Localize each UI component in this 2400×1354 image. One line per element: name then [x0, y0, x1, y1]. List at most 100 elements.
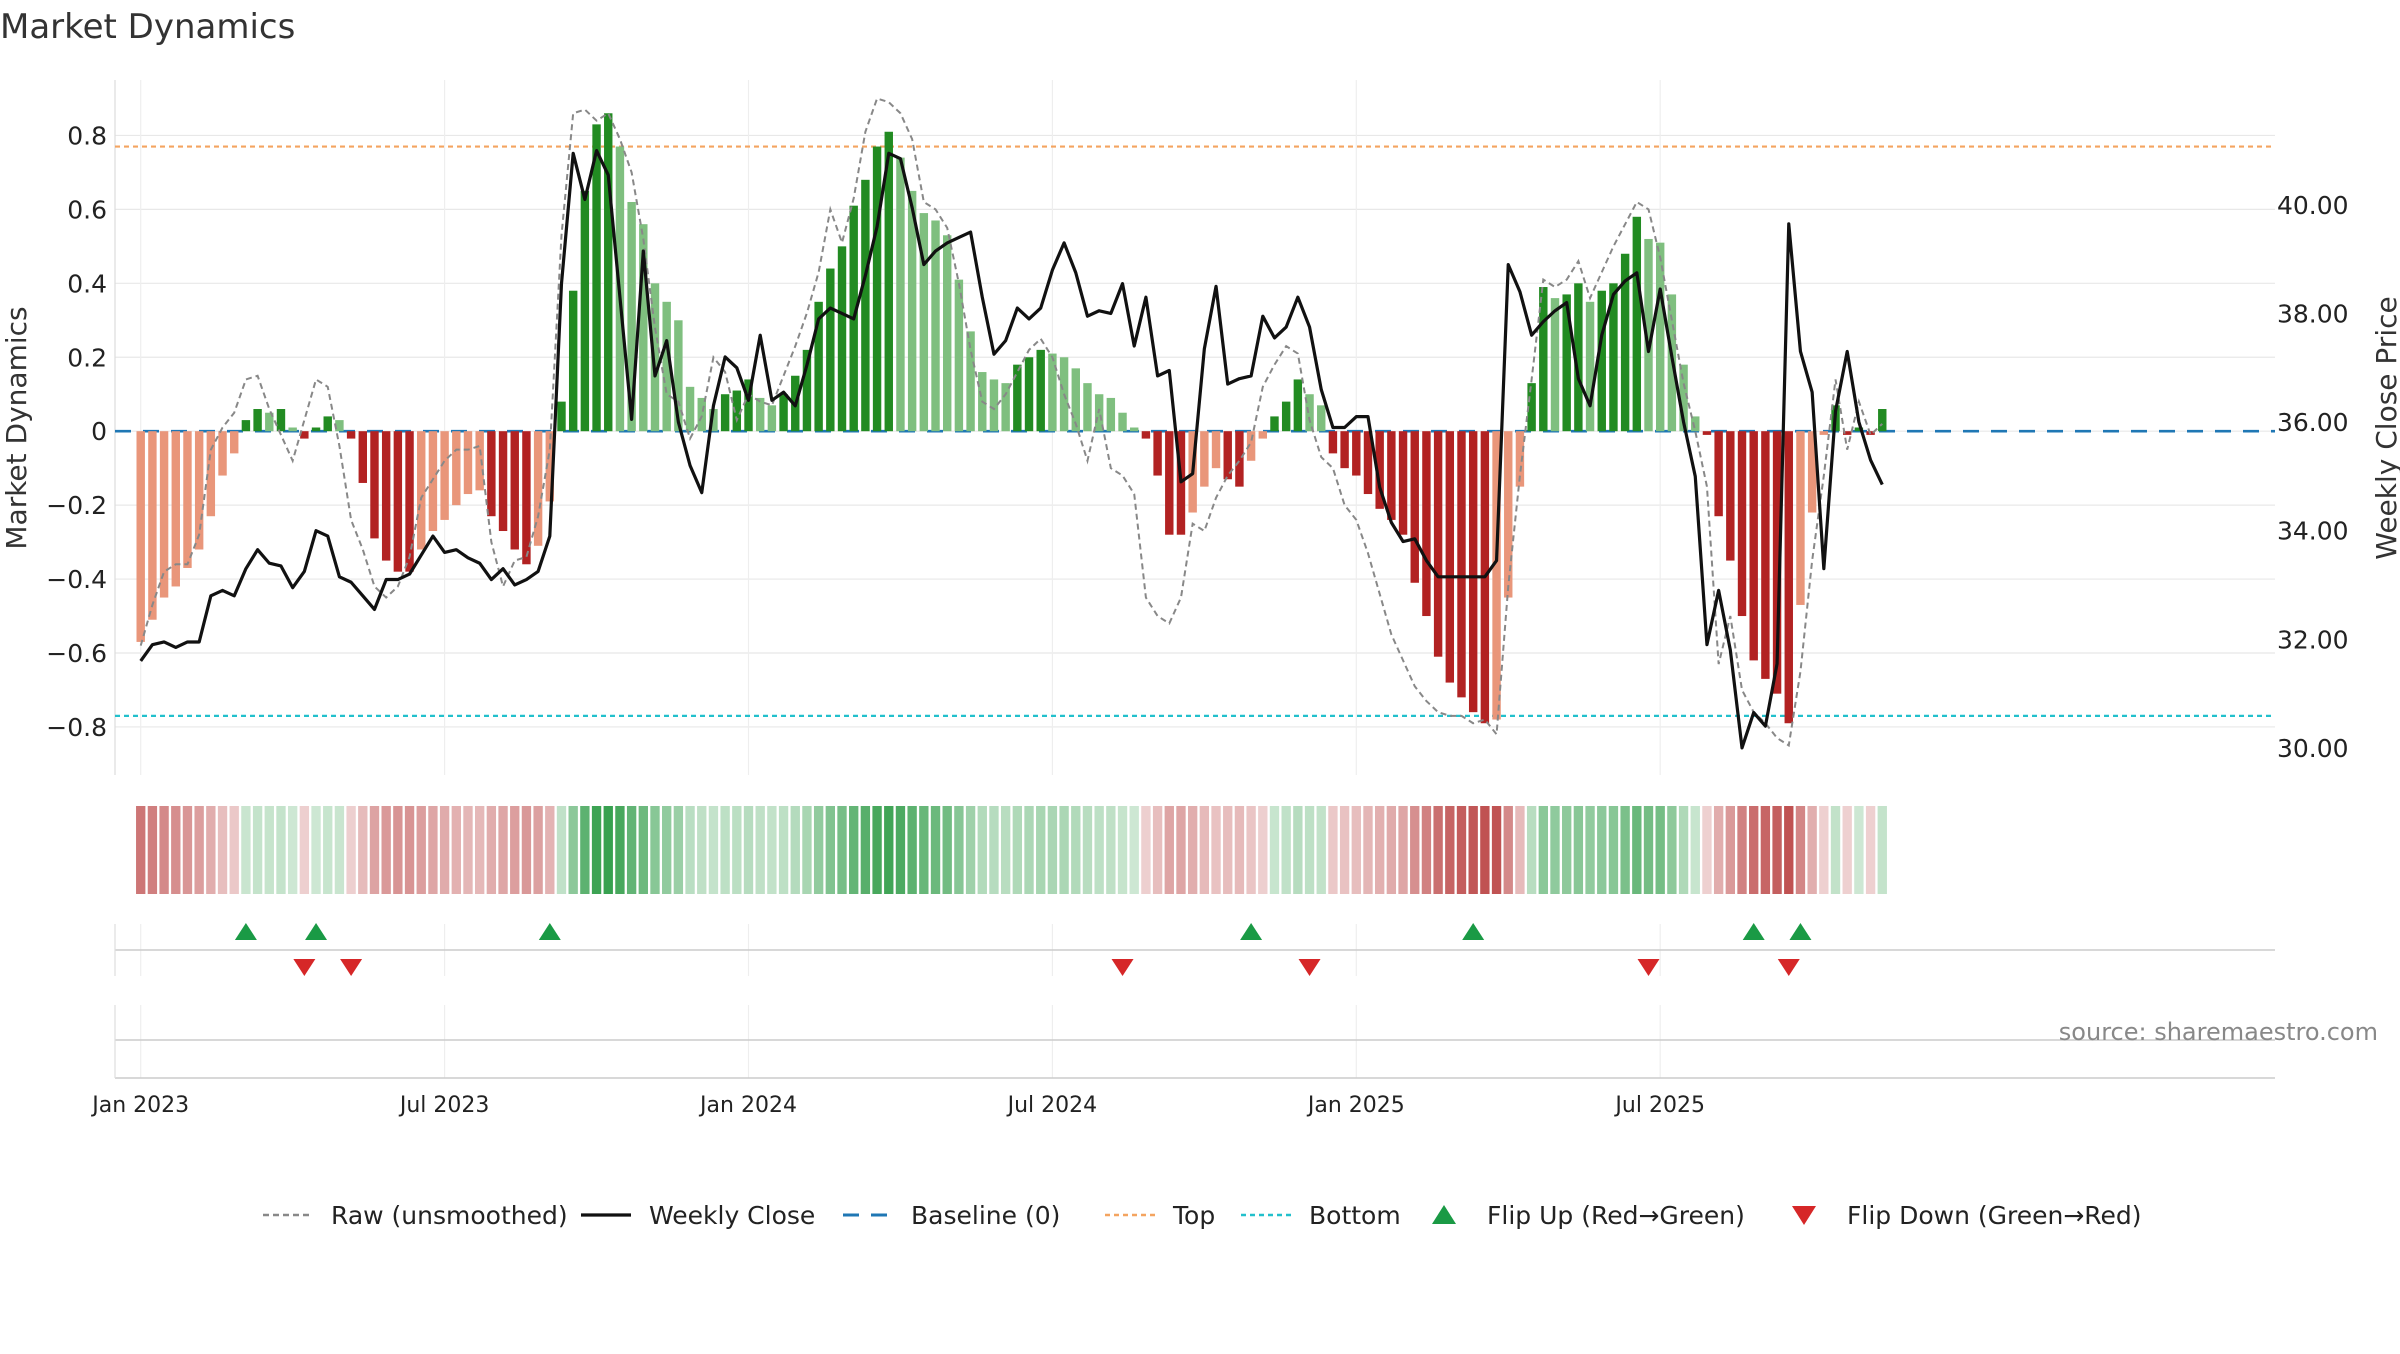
regime-strip-cell: [1632, 806, 1642, 894]
market-dynamics-bar: [1106, 397, 1116, 432]
market-dynamics-bar: [1878, 409, 1887, 432]
market-dynamics-bar: [393, 431, 403, 572]
regime-strip-cell: [171, 806, 181, 894]
regime-strip-cell: [1877, 806, 1887, 894]
flip-down-marker: [1111, 959, 1134, 976]
y-tick-label-left: −0.2: [46, 491, 107, 520]
regime-strip-cell: [1643, 806, 1654, 894]
regime-strip-cell: [217, 806, 228, 894]
market-dynamics-bar: [1281, 401, 1291, 432]
market-dynamics-bar: [1504, 431, 1513, 598]
regime-strip-cell: [1713, 806, 1724, 894]
regime-strip-cell: [323, 806, 333, 894]
regime-strip-cell: [708, 806, 719, 894]
market-dynamics-bar: [1457, 431, 1466, 698]
legend-label: Weekly Close: [649, 1201, 815, 1230]
market-dynamics-bar: [417, 431, 426, 550]
regime-strip-cell: [615, 806, 625, 894]
x-tick-label: Jan 2023: [90, 1093, 189, 1118]
market-dynamics-bar: [1305, 394, 1314, 432]
market-dynamics-bar: [1539, 287, 1548, 432]
regime-strip-cell: [1760, 806, 1771, 894]
regime-strip-cell: [346, 806, 356, 894]
market-dynamics-bar: [311, 427, 321, 432]
market-dynamics-bar: [1130, 427, 1139, 432]
regime-strip-cell: [837, 806, 847, 894]
market-dynamics-bar: [463, 431, 473, 495]
regime-strip-cell: [825, 806, 835, 894]
regime-strip-cell: [954, 806, 964, 894]
regime-strip-cell: [1445, 806, 1455, 894]
market-dynamics-bar: [1293, 379, 1303, 432]
regime-strip-cell: [311, 806, 321, 894]
market-dynamics-bar: [1375, 431, 1384, 509]
market-dynamics-bar: [1036, 349, 1045, 432]
regime-strip-cell: [194, 806, 204, 894]
regime-strip-cell: [603, 806, 613, 894]
market-dynamics-bar: [440, 431, 449, 520]
market-dynamics-bar: [533, 431, 543, 546]
market-dynamics-bar: [300, 431, 309, 439]
market-dynamics-bar: [826, 268, 835, 432]
regime-strip-cell: [1036, 806, 1046, 894]
regime-strip-cell: [989, 806, 999, 894]
regime-strip-cell: [1597, 806, 1607, 894]
legend-label: Top: [1172, 1201, 1215, 1230]
market-dynamics-bar: [148, 431, 157, 620]
market-dynamics-bar: [943, 235, 952, 432]
regime-strip-cell: [147, 806, 158, 894]
regime-strip-cell: [404, 806, 415, 894]
market-dynamics-bar: [685, 386, 695, 432]
regime-strip-cell: [1854, 806, 1864, 894]
regime-strip-cell: [650, 806, 660, 894]
regime-strip-cell: [790, 806, 800, 894]
regime-strip-cell: [849, 806, 859, 894]
market-dynamics-bar: [1702, 431, 1712, 435]
market-dynamics-bar: [1258, 431, 1267, 439]
regime-strip-cell: [498, 806, 508, 894]
regime-strip-cell: [533, 806, 543, 894]
market-dynamics-bar: [931, 220, 940, 432]
regime-strip-cell: [802, 806, 812, 894]
regime-strip-cell: [1269, 806, 1280, 894]
market-dynamics-bar: [1024, 357, 1034, 432]
regime-strip-cell: [1562, 806, 1572, 894]
y-tick-label-left: 0: [91, 417, 107, 446]
regime-strip-cell: [1106, 806, 1116, 894]
regime-strip-cell: [393, 806, 403, 894]
regime-strip-cell: [1258, 806, 1268, 894]
market-dynamics-bar: [381, 431, 391, 561]
market-dynamics-bars: [136, 113, 1887, 724]
flip-down-marker: [1777, 959, 1800, 976]
regime-strip-cell: [1199, 806, 1210, 894]
market-dynamics-bar: [1422, 431, 1431, 617]
market-dynamics-bar: [1515, 431, 1525, 487]
regime-strip-cell: [1375, 806, 1385, 894]
regime-strip-cell: [428, 806, 438, 894]
market-dynamics-bar: [662, 301, 671, 432]
y-tick-label-left: 0.2: [67, 343, 107, 372]
market-dynamics-bar: [650, 283, 660, 432]
regime-strip-cell: [732, 806, 742, 894]
y-tick-label-right: 36.00: [2277, 408, 2349, 437]
y-tick-label-left: 0.8: [67, 121, 107, 150]
flip-up-marker: [305, 923, 328, 940]
regime-strip-cell: [1667, 806, 1677, 894]
market-dynamics-bar: [136, 431, 145, 642]
market-dynamics-bar: [1387, 431, 1396, 520]
regime-strip-cell: [568, 806, 578, 894]
market-dynamics-bar: [1235, 431, 1244, 487]
market-dynamics-bar: [1001, 383, 1010, 432]
market-dynamics-bar: [1620, 253, 1630, 432]
market-dynamics-bar: [1492, 431, 1501, 720]
y-axis-label-left: Market Dynamics: [0, 306, 33, 549]
regime-strip-cell: [673, 806, 684, 894]
market-dynamics-bar: [1609, 283, 1618, 432]
market-dynamics-bar: [1527, 383, 1536, 432]
market-dynamics-bar: [1655, 242, 1665, 432]
y-axis-label-right: Weekly Close Price: [2370, 296, 2400, 559]
regime-strip-cell: [1012, 806, 1023, 894]
regime-strip-cell: [1386, 806, 1397, 894]
market-dynamics-bar: [1737, 431, 1747, 617]
market-dynamics-bar: [276, 409, 286, 432]
